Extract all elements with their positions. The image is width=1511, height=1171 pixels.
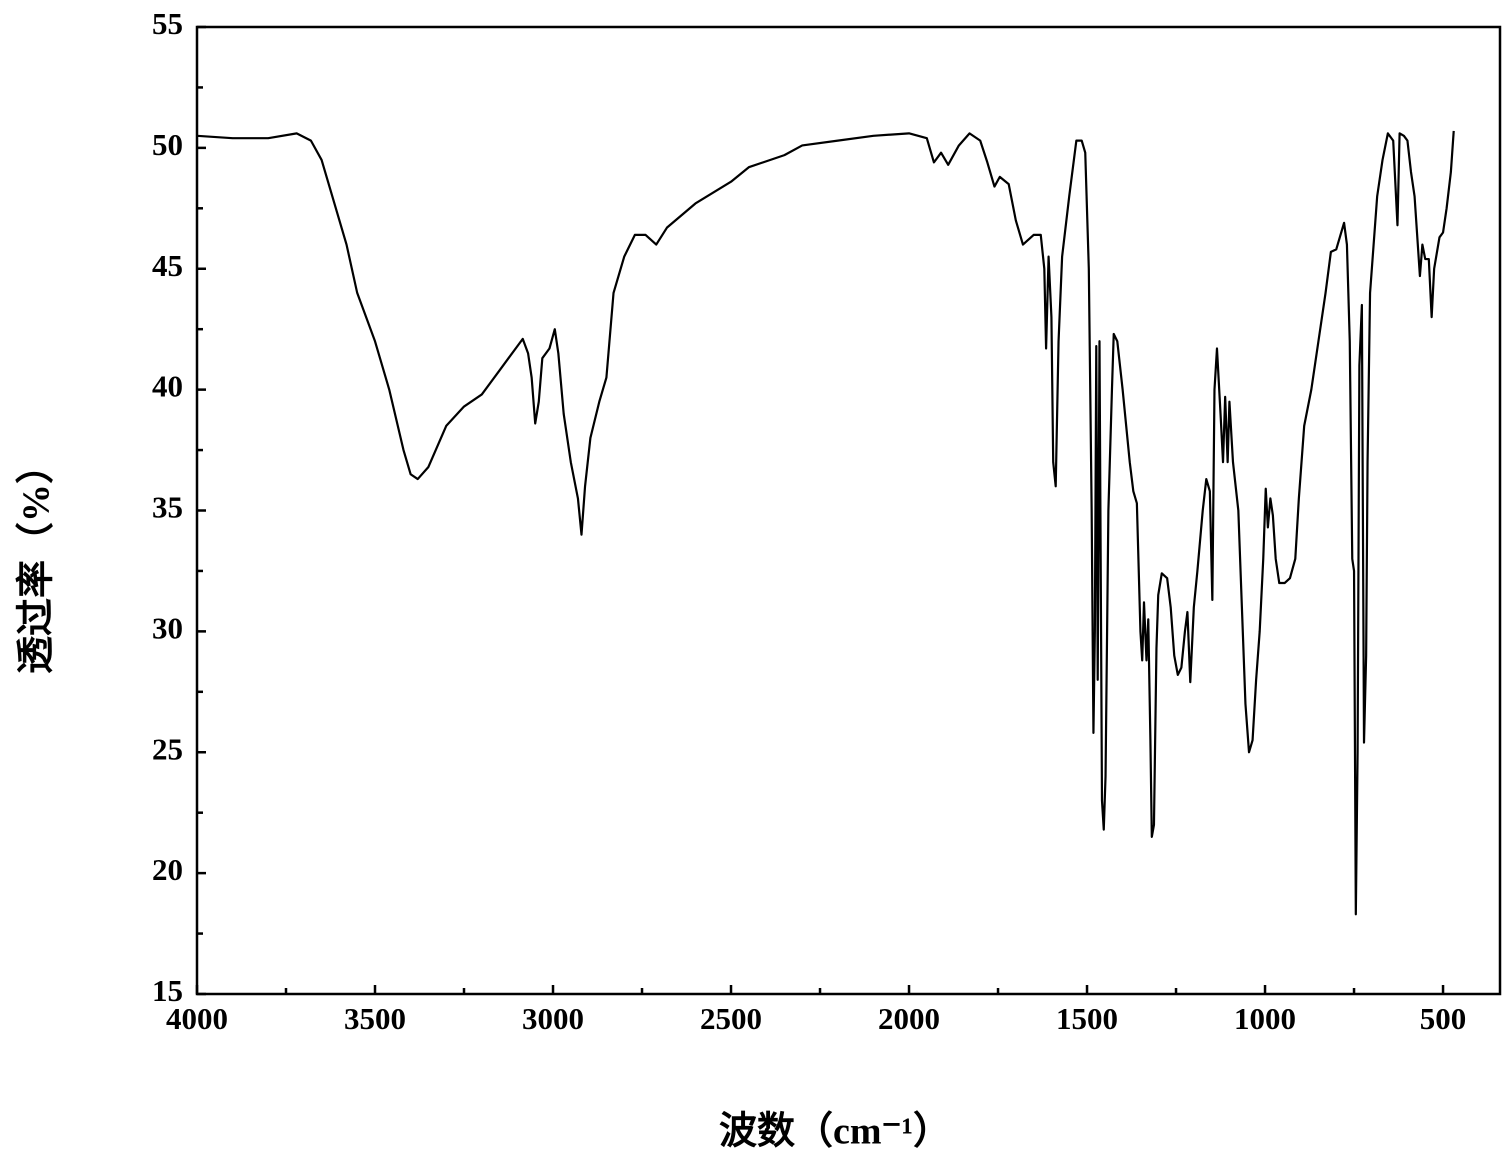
x-tick-label: 3500 [344,1001,406,1036]
y-tick-label: 30 [152,610,183,645]
y-tick-label: 45 [152,248,183,283]
spectrum-line [196,130,1455,916]
plot-frame [195,25,1502,996]
y-tick-label: 50 [152,127,183,162]
x-tick-label: 4000 [166,1001,228,1036]
x-tick-label: 1500 [1056,1001,1118,1036]
y-tick-label: 40 [152,369,183,404]
x-tick-label: 1000 [1234,1001,1296,1036]
x-axis-label: 波数（cm⁻¹） [719,1111,951,1153]
y-tick-label: 15 [152,973,183,1008]
y-tick-label: 25 [152,731,183,766]
y-tick-label: 20 [152,852,183,887]
x-tick-label: 2500 [700,1001,762,1036]
x-tick-label: 2000 [878,1001,940,1036]
y-tick-label: 55 [152,6,183,41]
y-axis-label: 透过率（%） [16,446,58,674]
y-tick-label: 35 [152,490,183,525]
x-tick-label: 500 [1420,1001,1467,1036]
x-tick-label: 3000 [522,1001,584,1036]
